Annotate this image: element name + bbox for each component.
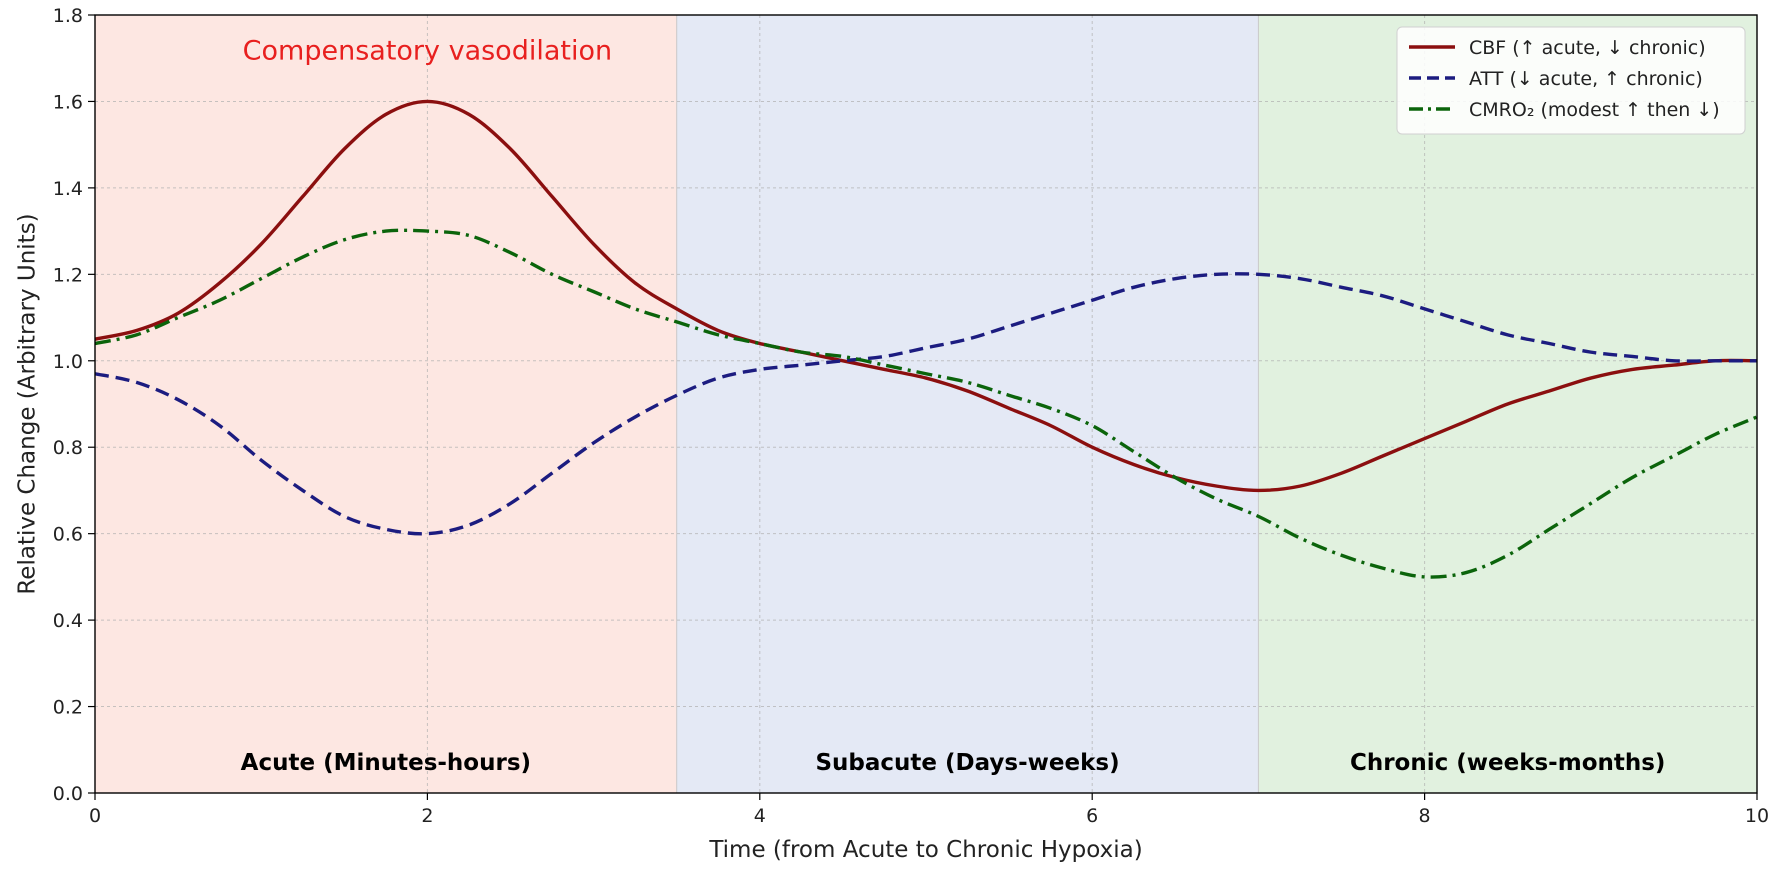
y-tick-label-6: 1.2: [53, 264, 83, 286]
series-line-1: [94, 272, 1757, 536]
axis-ticks: 0 2 4 6 8 10 0.0 0.2 0.4 0.6 0.8 1.0 1.2 1.4 1.6 1.8: [53, 5, 1769, 827]
y-tick-label-0: 0.0: [53, 783, 83, 805]
phase-band-0: [95, 15, 677, 793]
annotations: Compensatory vasodilation: [243, 36, 612, 67]
legend-label-0: CBF (↑ acute, ↓ chronic): [1469, 37, 1706, 59]
phase-labels: Acute (Minutes-hours) Subacute (Days-week…: [241, 750, 1666, 776]
x-tick-label-2: 4: [754, 805, 766, 827]
y-axis-title: Relative Change (Arbitrary Units): [15, 213, 41, 594]
series-line-0: [94, 99, 1758, 493]
annotation-text-0: Compensatory vasodilation: [243, 36, 612, 67]
phase-backgrounds: [95, 15, 1757, 793]
x-tick-label-5: 10: [1745, 805, 1769, 827]
y-tick-label-5: 1.0: [53, 351, 83, 373]
series-lines: [94, 99, 1758, 579]
x-tick-label-0: 0: [89, 805, 101, 827]
y-tick-label-2: 0.4: [53, 610, 83, 632]
series-line-2: [94, 228, 1758, 579]
y-tick-label-7: 1.4: [53, 178, 83, 200]
legend: CBF (↑ acute, ↓ chronic) ATT (↓ acute, ↑ …: [1396, 26, 1746, 135]
phase-label-2: Chronic (weeks-months): [1350, 750, 1666, 776]
phase-band-1: [676, 15, 1259, 793]
x-tick-label-1: 2: [421, 805, 433, 827]
legend-label-2: CMRO₂ (modest ↑ then ↓): [1469, 99, 1720, 121]
legend-label-1: ATT (↓ acute, ↑ chronic): [1469, 68, 1703, 90]
plot-frame: [94, 14, 1758, 794]
x-tick-label-3: 6: [1086, 805, 1098, 827]
x-tick-label-4: 8: [1419, 805, 1431, 827]
y-tick-label-3: 0.6: [53, 524, 83, 546]
y-tick-label-9: 1.8: [53, 5, 83, 27]
x-axis-title: Time (from Acute to Chronic Hypoxia): [708, 837, 1142, 863]
y-tick-label-8: 1.6: [53, 91, 83, 113]
phase-label-1: Subacute (Days-weeks): [815, 750, 1119, 776]
y-tick-label-1: 0.2: [53, 697, 83, 719]
y-tick-label-4: 0.8: [53, 437, 83, 459]
legend-box: [1396, 26, 1746, 135]
phase-label-0: Acute (Minutes-hours): [241, 750, 531, 776]
